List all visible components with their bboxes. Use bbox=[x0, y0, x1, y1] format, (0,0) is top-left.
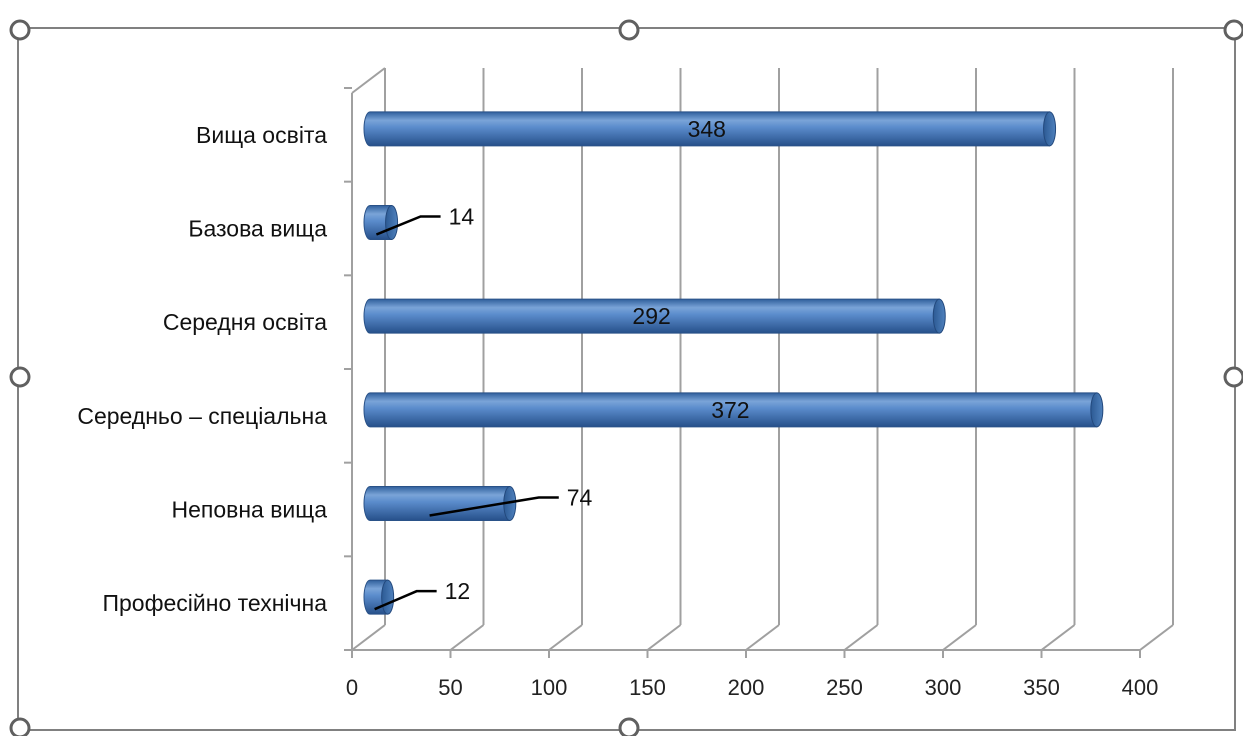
axis-layer bbox=[344, 87, 1141, 658]
bar-cap bbox=[1043, 111, 1057, 147]
data-label: 372 bbox=[711, 397, 749, 423]
x-tick-label: 200 bbox=[728, 675, 765, 700]
floor-diagonal-5 bbox=[843, 624, 879, 651]
x-tick-label: 0 bbox=[346, 675, 358, 700]
data-label: 14 bbox=[449, 204, 475, 230]
x-tick-label: 350 bbox=[1023, 675, 1060, 700]
bar-body bbox=[363, 298, 940, 334]
data-label: 292 bbox=[632, 303, 670, 329]
bar-body bbox=[363, 392, 1098, 428]
resize-handle-middle-right[interactable] bbox=[1223, 366, 1243, 388]
x-tick-label: 300 bbox=[925, 675, 962, 700]
data-label-leader bbox=[429, 496, 559, 517]
floor-diagonal-8 bbox=[1139, 624, 1174, 651]
category-label: Професійно технічна bbox=[102, 590, 327, 616]
side-wall-top bbox=[351, 67, 386, 94]
floor-diagonal-0 bbox=[351, 624, 386, 651]
bar-cap bbox=[381, 579, 395, 615]
floor-diagonal-6 bbox=[942, 624, 977, 651]
bar-3 bbox=[363, 392, 1104, 428]
resize-handle-middle-left[interactable] bbox=[9, 366, 31, 388]
bar-cap bbox=[932, 298, 946, 334]
bar-1 bbox=[363, 205, 399, 240]
data-label: 348 bbox=[688, 116, 726, 142]
data-label: 74 bbox=[567, 485, 593, 511]
category-label: Неповна вища bbox=[171, 497, 327, 523]
resize-handle-bottom-left[interactable] bbox=[9, 717, 31, 739]
labels-layer: 0 50 100 150 200 250 300 350 400 Вища освіта 348 Ба… bbox=[77, 116, 1158, 700]
floor-diagonal-7 bbox=[1040, 624, 1076, 651]
bar-body bbox=[363, 486, 511, 521]
data-label-leader bbox=[374, 589, 437, 611]
x-tick-label: 100 bbox=[531, 675, 568, 700]
bar-cap bbox=[1090, 392, 1104, 428]
resize-handle-top-right[interactable] bbox=[1223, 19, 1243, 41]
resize-handle-top-middle[interactable] bbox=[618, 19, 640, 41]
grid-layer bbox=[351, 67, 1174, 651]
category-label: Середня освіта bbox=[163, 309, 327, 335]
bars-layer bbox=[363, 111, 1104, 615]
bar-2 bbox=[363, 298, 946, 334]
category-label: Середньо – спеціальна bbox=[77, 403, 327, 429]
floor-diagonal-4 bbox=[745, 624, 780, 651]
floor-diagonal-2 bbox=[548, 624, 583, 651]
floor-diagonal-3 bbox=[646, 624, 682, 651]
x-tick-label: 150 bbox=[629, 675, 666, 700]
resize-handle-top-left[interactable] bbox=[9, 19, 31, 41]
data-label-leader bbox=[375, 215, 441, 236]
bar-4 bbox=[363, 486, 517, 521]
resize-handle-bottom-middle[interactable] bbox=[618, 717, 640, 739]
x-tick-label: 250 bbox=[826, 675, 863, 700]
data-label: 12 bbox=[445, 578, 471, 604]
bar-5 bbox=[363, 579, 395, 615]
bar-body bbox=[363, 111, 1051, 147]
x-tick-label: 400 bbox=[1122, 675, 1159, 700]
x-tick-label: 50 bbox=[438, 675, 462, 700]
category-label: Базова вища bbox=[188, 216, 327, 242]
bar-cap bbox=[385, 205, 399, 240]
category-label: Вища освіта bbox=[196, 122, 327, 148]
floor-diagonal-1 bbox=[449, 624, 485, 651]
bar-0 bbox=[363, 111, 1057, 147]
